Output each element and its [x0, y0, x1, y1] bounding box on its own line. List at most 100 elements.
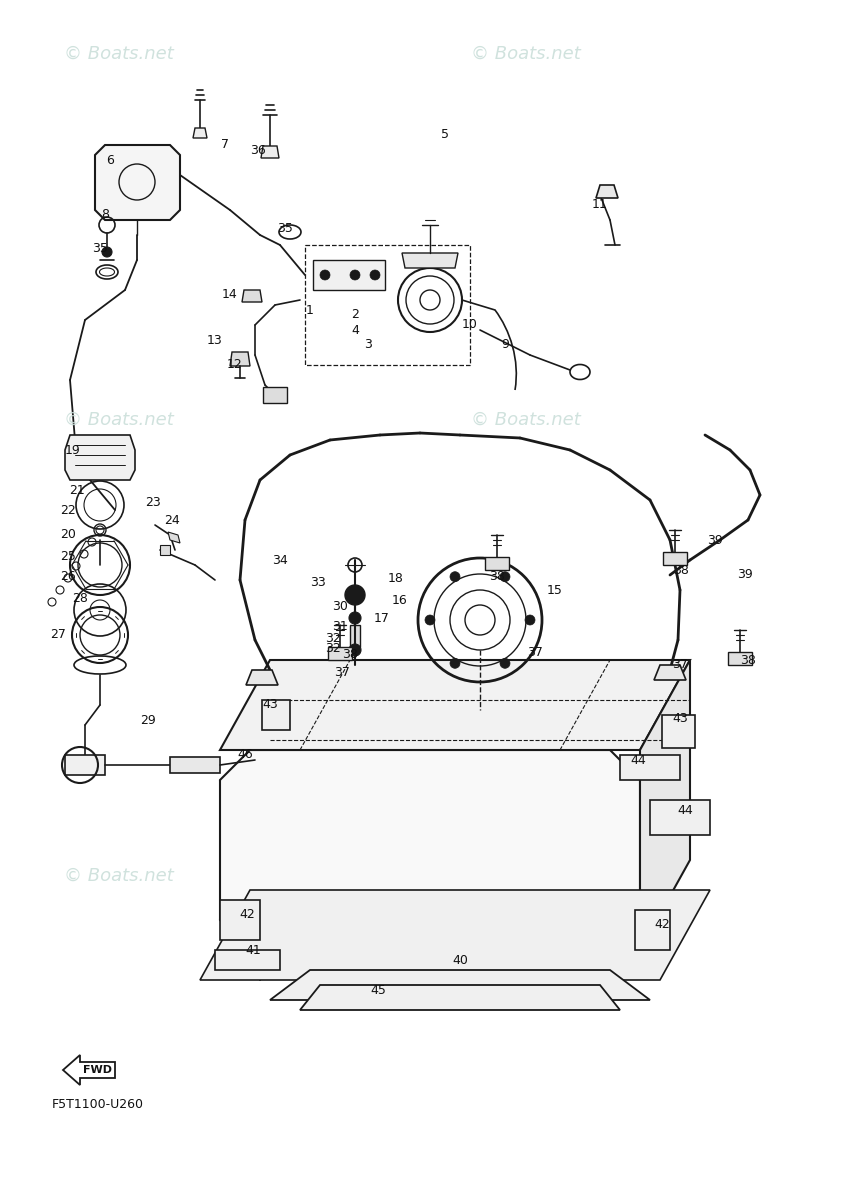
Polygon shape [640, 660, 690, 950]
Text: 43: 43 [262, 698, 278, 712]
Text: 35: 35 [92, 241, 108, 254]
Polygon shape [663, 552, 687, 565]
Text: 38: 38 [740, 654, 756, 666]
Text: © Boats.net: © Boats.net [64, 44, 174, 62]
Polygon shape [261, 146, 279, 158]
Text: 31: 31 [332, 620, 348, 634]
Text: 14: 14 [222, 288, 238, 301]
Polygon shape [246, 670, 278, 685]
Text: 25: 25 [60, 551, 76, 564]
Polygon shape [328, 647, 352, 660]
Text: 42: 42 [654, 918, 670, 931]
Text: 18: 18 [388, 571, 404, 584]
Text: 42: 42 [239, 908, 255, 922]
Bar [350, 625, 360, 647]
Text: 35: 35 [277, 222, 293, 234]
Text: 20: 20 [60, 528, 76, 541]
Polygon shape [654, 665, 686, 680]
Polygon shape [242, 290, 262, 302]
Text: 45: 45 [370, 984, 386, 996]
Text: 6: 6 [106, 154, 114, 167]
Text: 32: 32 [325, 631, 341, 644]
Polygon shape [63, 1055, 115, 1085]
Text: 2: 2 [351, 308, 359, 322]
Text: 37: 37 [527, 646, 543, 659]
Text: 43: 43 [672, 712, 688, 725]
Text: 44: 44 [630, 754, 646, 767]
Text: 39: 39 [707, 534, 722, 546]
Bar [280, 790, 580, 910]
Text: 36: 36 [250, 144, 266, 156]
Text: 24: 24 [165, 514, 180, 527]
Text: 1: 1 [306, 304, 314, 317]
Text: 16: 16 [392, 594, 408, 606]
Polygon shape [200, 890, 710, 980]
Text: 3: 3 [364, 338, 372, 352]
Text: 11: 11 [592, 198, 608, 211]
Text: 33: 33 [310, 576, 326, 589]
Polygon shape [95, 145, 180, 220]
Text: 38: 38 [342, 648, 358, 661]
Polygon shape [596, 185, 618, 198]
Text: 27: 27 [50, 629, 66, 642]
Polygon shape [160, 545, 170, 554]
Text: 29: 29 [140, 714, 156, 726]
Text: 41: 41 [245, 943, 261, 956]
Text: © Boats.net: © Boats.net [64, 410, 174, 428]
Text: 10: 10 [462, 318, 478, 331]
Polygon shape [485, 557, 509, 570]
Circle shape [450, 659, 460, 668]
Text: 21: 21 [70, 484, 85, 497]
Polygon shape [728, 652, 752, 665]
Text: 13: 13 [207, 334, 223, 347]
Text: 19: 19 [65, 444, 81, 456]
Polygon shape [230, 352, 250, 366]
Polygon shape [635, 910, 670, 950]
Bar [470, 700, 600, 830]
Text: 9: 9 [501, 338, 509, 352]
Text: 37: 37 [672, 659, 688, 672]
Polygon shape [620, 755, 680, 780]
Text: 7: 7 [221, 138, 229, 151]
Polygon shape [662, 715, 695, 748]
Circle shape [345, 584, 365, 605]
Text: 23: 23 [145, 496, 161, 509]
Circle shape [500, 571, 510, 582]
Circle shape [450, 571, 460, 582]
Text: 28: 28 [72, 592, 88, 605]
Circle shape [370, 270, 380, 280]
Text: 37: 37 [334, 666, 350, 678]
Polygon shape [215, 950, 280, 970]
Polygon shape [65, 755, 105, 775]
Text: FWD: FWD [82, 1066, 111, 1075]
Text: 15: 15 [547, 583, 563, 596]
Text: 30: 30 [332, 600, 348, 613]
Polygon shape [650, 800, 710, 835]
Text: © Boats.net: © Boats.net [471, 410, 581, 428]
Text: 38: 38 [489, 570, 505, 583]
Polygon shape [220, 750, 640, 950]
Text: 8: 8 [101, 209, 109, 222]
Polygon shape [270, 970, 650, 1000]
Polygon shape [263, 386, 287, 403]
Polygon shape [313, 260, 385, 290]
Text: 12: 12 [227, 359, 243, 372]
Text: © Boats.net: © Boats.net [64, 866, 174, 886]
Text: 46: 46 [237, 749, 253, 762]
Circle shape [500, 659, 510, 668]
Polygon shape [220, 900, 260, 940]
Polygon shape [170, 757, 220, 773]
Text: 34: 34 [272, 553, 287, 566]
Polygon shape [168, 532, 180, 542]
Text: 38: 38 [673, 564, 689, 576]
Circle shape [350, 270, 360, 280]
Text: 17: 17 [374, 612, 390, 624]
Polygon shape [220, 660, 690, 750]
Text: 22: 22 [60, 504, 75, 516]
Polygon shape [300, 985, 620, 1010]
Text: 26: 26 [60, 570, 75, 583]
Text: 40: 40 [452, 954, 468, 966]
Text: 5: 5 [441, 128, 449, 142]
Text: F5T1100-U260: F5T1100-U260 [52, 1098, 144, 1111]
Polygon shape [402, 253, 458, 268]
